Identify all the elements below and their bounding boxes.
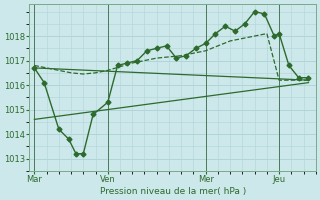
X-axis label: Pression niveau de la mer( hPa ): Pression niveau de la mer( hPa ) — [100, 187, 246, 196]
